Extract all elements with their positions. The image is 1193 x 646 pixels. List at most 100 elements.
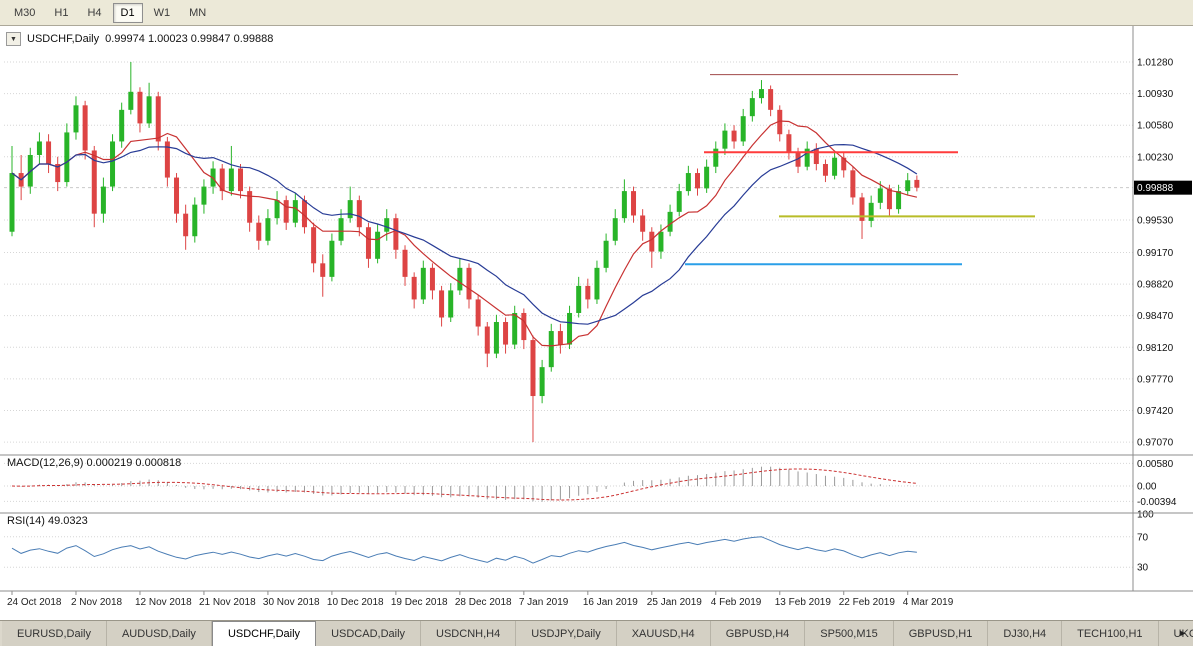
candle-body <box>676 191 682 212</box>
price-axis-label: 1.00580 <box>1137 121 1174 132</box>
candle-body <box>393 218 399 250</box>
tab-ukc[interactable]: UKC <box>1158 621 1193 646</box>
timeframe-d1-button[interactable]: D1 <box>112 2 143 23</box>
tab-gbpusd-h4[interactable]: GBPUSD,H4 <box>710 621 806 646</box>
candle-body <box>256 222 262 241</box>
candle-body <box>484 326 490 354</box>
candle-body <box>46 141 52 165</box>
candle-body <box>73 105 79 133</box>
price-axis-label: 0.98820 <box>1137 280 1174 291</box>
candle-body <box>439 290 445 318</box>
tab-usdcnh-h4[interactable]: USDCNH,H4 <box>421 621 517 646</box>
tabs-scroll-right-icon[interactable]: ► <box>1178 628 1188 638</box>
timeframe-w1-button[interactable]: W1 <box>153 6 171 19</box>
candle-body <box>201 186 207 205</box>
candle-body <box>850 170 856 198</box>
price-axis-label: 0.97420 <box>1137 406 1174 417</box>
candle-body <box>192 204 198 237</box>
tab-xauusd-h4[interactable]: XAUUSD,H4 <box>616 621 711 646</box>
candle-body <box>119 109 125 142</box>
timeframe-mn-button[interactable]: MN <box>189 6 207 19</box>
candle-body <box>548 331 554 368</box>
price-axis-label: 0.97770 <box>1137 374 1174 385</box>
tab-eurusd-daily[interactable]: EURUSD,Daily <box>2 621 107 646</box>
candle-body <box>146 96 152 124</box>
candle-body <box>512 312 518 345</box>
candle-body <box>274 200 280 219</box>
rsi-axis-label: 70 <box>1137 532 1149 543</box>
date-label: 24 Oct 2018 <box>7 597 62 608</box>
candle-body <box>36 141 42 155</box>
candle-body <box>219 168 225 192</box>
candle-body <box>164 141 170 178</box>
price-axis-label: 0.98120 <box>1137 343 1174 354</box>
candle-body <box>283 200 289 223</box>
candle-body <box>402 249 408 277</box>
chart-tabs-bar: EURUSD,Daily AUDUSD,Daily USDCHF,Daily U… <box>0 620 1193 646</box>
candle-body <box>91 150 97 214</box>
candle-body <box>64 132 70 183</box>
candle-body <box>384 218 390 232</box>
candle-body <box>841 157 847 171</box>
tab-audusd-daily[interactable]: AUDUSD,Daily <box>106 621 212 646</box>
tab-gbpusd-h1[interactable]: GBPUSD,H1 <box>893 621 989 646</box>
candle-body <box>320 263 326 277</box>
candle-body <box>530 340 536 397</box>
ma-fast-red <box>11 120 918 347</box>
candle-body <box>110 141 116 187</box>
macd-axis-label: -0.00394 <box>1137 497 1177 508</box>
candle-body <box>594 267 600 300</box>
date-label: 4 Feb 2019 <box>711 597 762 608</box>
price-chart-canvas[interactable]: 1.01280 1.00930 1.00580 1.00230 0.99530 0.991… <box>0 26 1193 620</box>
candle-body <box>704 166 710 189</box>
price-axis-label: 0.97070 <box>1137 438 1174 449</box>
rsi-axis-label: 100 <box>1137 510 1154 521</box>
candle-body <box>82 105 88 151</box>
tab-sp500-m15[interactable]: SP500,M15 <box>805 621 894 646</box>
tab-usdcad-daily[interactable]: USDCAD,Daily <box>316 621 422 646</box>
candle-body <box>758 89 764 99</box>
candle-body <box>420 267 426 300</box>
price-axis-label: 0.98470 <box>1137 311 1174 322</box>
tab-tech100-h1[interactable]: TECH100,H1 <box>1062 621 1159 646</box>
candle-body <box>813 148 819 165</box>
date-label: 30 Nov 2018 <box>263 597 320 608</box>
chart-symbol-header: ▼ USDCHF,Daily 0.99974 1.00023 0.99847 0… <box>6 32 273 46</box>
date-label: 12 Nov 2018 <box>135 597 192 608</box>
date-label: 22 Feb 2019 <box>839 597 896 608</box>
chart-dropdown-icon[interactable]: ▼ <box>6 32 21 46</box>
timeframe-h1-button[interactable]: H1 <box>54 6 69 19</box>
candle-body <box>612 218 618 241</box>
candle-body <box>822 164 828 176</box>
candle-body <box>174 177 180 214</box>
candle-body <box>311 227 317 264</box>
candle-body <box>685 173 691 192</box>
ma-slow-blue <box>11 143 918 325</box>
candle-body <box>466 267 472 300</box>
candle-body <box>292 200 298 223</box>
price-axis-label: 0.99170 <box>1137 248 1174 259</box>
candle-body <box>649 231 655 252</box>
date-label: 2 Nov 2018 <box>71 597 123 608</box>
candle-body <box>347 200 353 219</box>
candle-body <box>493 322 499 354</box>
candle-body <box>914 179 920 188</box>
tab-usdjpy-daily[interactable]: USDJPY,Daily <box>516 621 617 646</box>
candle-body <box>247 191 253 223</box>
candle-body <box>603 240 609 268</box>
date-label: 19 Dec 2018 <box>391 597 448 608</box>
candle-body <box>576 285 582 313</box>
candle-body <box>521 312 527 341</box>
candle-body <box>338 218 344 241</box>
candle-body <box>886 188 892 210</box>
candle-body <box>713 148 719 167</box>
chart-area: 1.01280 1.00930 1.00580 1.00230 0.99530 0.991… <box>0 26 1193 620</box>
timeframe-h4-button[interactable]: H4 <box>87 6 102 19</box>
candle-body <box>585 285 591 300</box>
timeframe-m30-button[interactable]: M30 <box>14 6 36 19</box>
date-label: 28 Dec 2018 <box>455 597 512 608</box>
date-label: 13 Feb 2019 <box>775 597 832 608</box>
tab-dj30-h4[interactable]: DJ30,H4 <box>988 621 1063 646</box>
tab-usdchf-daily[interactable]: USDCHF,Daily <box>211 621 317 646</box>
